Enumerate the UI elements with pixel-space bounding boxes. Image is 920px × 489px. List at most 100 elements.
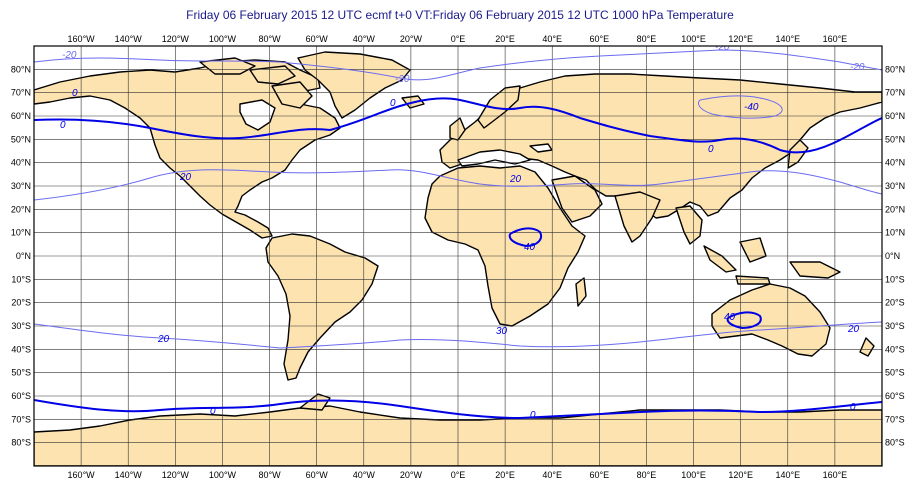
longitude-tick-label-bottom: 80°W: [259, 470, 282, 480]
latitude-tick-label-right: 50°N: [885, 134, 905, 144]
contour-label-neg40: -40: [744, 102, 759, 113]
eurasia: [439, 73, 882, 219]
longitude-tick-label-top: 140°E: [775, 34, 800, 44]
longitude-tick-label-top: 160°W: [68, 34, 96, 44]
contour-label-20-c: 20: [157, 334, 170, 345]
new-zealand: [859, 337, 875, 357]
southeast-asia: [675, 205, 703, 245]
latitude-tick-label-right: 80°S: [885, 438, 905, 448]
contour-20-north: [34, 169, 882, 201]
longitude-tick-label-bottom: 80°E: [637, 470, 657, 480]
contour-label-30: 30: [496, 326, 508, 337]
contour-label-neg20-b: -20: [395, 74, 410, 85]
longitude-tick-label-bottom: 160°E: [823, 470, 848, 480]
great-britain: [449, 117, 466, 141]
longitude-tick-label-top: 60°E: [590, 34, 610, 44]
longitude-tick-label-top: 20°W: [400, 34, 423, 44]
greenland: [297, 51, 411, 119]
latitude-tick-label-right: 10°N: [885, 228, 905, 238]
longitude-tick-label-top: 120°E: [728, 34, 753, 44]
contour-zero-south: [34, 399, 882, 420]
graticule: [34, 46, 882, 466]
contour-label-zero-f: 0: [530, 410, 536, 421]
madagascar: [575, 277, 587, 307]
latitude-tick-label-left: 30°N: [11, 181, 31, 191]
latitude-tick-label-right: 40°S: [885, 344, 905, 354]
latitude-tick-label-left: 60°S: [11, 391, 31, 401]
latitude-tick-label-right: 10°S: [885, 274, 905, 284]
contour-label-zero-e: 0: [210, 406, 216, 417]
latitude-tick-label-left: 70°N: [11, 88, 31, 98]
longitude-tick-label-top: 20°E: [495, 34, 515, 44]
longitude-tick-label-bottom: 160°W: [68, 470, 96, 480]
mediterranean-sea: [457, 149, 531, 167]
latitude-tick-label-right: 20°N: [885, 204, 905, 214]
longitude-tick-label-top: 100°E: [681, 34, 706, 44]
latitude-tick-label-left: 60°N: [11, 111, 31, 121]
latitude-tick-label-right: 70°S: [885, 414, 905, 424]
arctic-island-a: [199, 57, 256, 75]
latitude-tick-label-right: 60°N: [885, 111, 905, 121]
contour-label-20-b: 20: [509, 174, 522, 185]
arabian-peninsula: [551, 175, 603, 223]
longitude-tick-label-bottom: 140°E: [775, 470, 800, 480]
contour-label-zero-c: 0: [390, 98, 396, 109]
latitude-tick-label-left: 80°N: [11, 64, 31, 74]
contour-label-zero-d: 0: [708, 144, 714, 155]
longitude-tick-label-bottom: 120°E: [728, 470, 753, 480]
latitude-tick-label-right: 30°N: [885, 181, 905, 191]
contour-label-group: -20 -20 -20 -20 0 0 0 0 0 0 0 -40 20 20 …: [60, 46, 865, 421]
longitude-tick-label-top: 100°W: [209, 34, 237, 44]
australia: [711, 283, 831, 357]
latitude-tick-label-right: 80°N: [885, 64, 905, 74]
contour-label-neg20-d: -20: [850, 62, 865, 73]
latitude-tick-label-right: 70°N: [885, 88, 905, 98]
longitude-tick-label-top: 80°E: [637, 34, 657, 44]
indonesia-sumatra: [703, 245, 737, 273]
longitude-tick-label-bottom: 100°W: [209, 470, 237, 480]
latitude-tick-label-right: 40°N: [885, 158, 905, 168]
contour-40-africa: [508, 227, 542, 248]
antarctic-peninsula: [299, 393, 331, 411]
contour-neg20-north: [34, 49, 882, 81]
longitude-tick-label-bottom: 60°W: [306, 470, 329, 480]
longitude-tick-label-top: 0°E: [451, 34, 466, 44]
contour-neg40-asia: [698, 95, 783, 119]
longitude-tick-label-bottom: 20°W: [400, 470, 423, 480]
baffin-island: [271, 81, 313, 109]
latitude-tick-label-right: 50°S: [885, 368, 905, 378]
axis-tick-labels: 160°W 160°W 140°W 140°W 120°W 120°W 100°W 100°W…: [11, 34, 905, 480]
map-title: Friday 06 February 2015 12 UTC ecmf t+0 …: [186, 8, 734, 22]
temperature-contours: [34, 49, 882, 420]
latitude-tick-label-left: 40°S: [11, 344, 31, 354]
contour-40-australia: [726, 311, 762, 330]
india: [614, 191, 661, 243]
longitude-tick-label-top: 120°W: [162, 34, 190, 44]
latitude-tick-label-left: 40°N: [11, 158, 31, 168]
contour-label-neg20-a: -20: [62, 50, 77, 61]
longitude-tick-label-top: 60°W: [306, 34, 329, 44]
map-frame: [33, 45, 883, 467]
latitude-tick-label-left: 10°S: [11, 274, 31, 284]
longitude-tick-label-bottom: 120°W: [162, 470, 190, 480]
longitude-tick-label-bottom: 100°E: [681, 470, 706, 480]
arctic-island-b: [249, 65, 296, 85]
contour-label-zero-a: 0: [72, 88, 78, 99]
scandinavia: [477, 85, 521, 129]
longitude-tick-label-top: 40°E: [542, 34, 562, 44]
latitude-tick-label-left: 20°N: [11, 204, 31, 214]
latitude-tick-label-left: 20°S: [11, 298, 31, 308]
longitude-tick-label-bottom: 0°E: [451, 470, 466, 480]
latitude-tick-label-left: 50°S: [11, 368, 31, 378]
latitude-tick-label-right: 20°S: [885, 298, 905, 308]
latitude-tick-label-right: 0°N: [885, 251, 900, 261]
latitude-tick-label-left: 70°S: [11, 414, 31, 424]
hudson-bay: [239, 99, 276, 131]
longitude-tick-label-bottom: 40°E: [542, 470, 562, 480]
longitude-tick-label-bottom: 140°W: [115, 470, 143, 480]
longitude-tick-label-bottom: 60°E: [590, 470, 610, 480]
latitude-tick-label-left: 80°S: [11, 438, 31, 448]
japan: [787, 139, 809, 169]
latitude-tick-label-left: 10°N: [11, 228, 31, 238]
